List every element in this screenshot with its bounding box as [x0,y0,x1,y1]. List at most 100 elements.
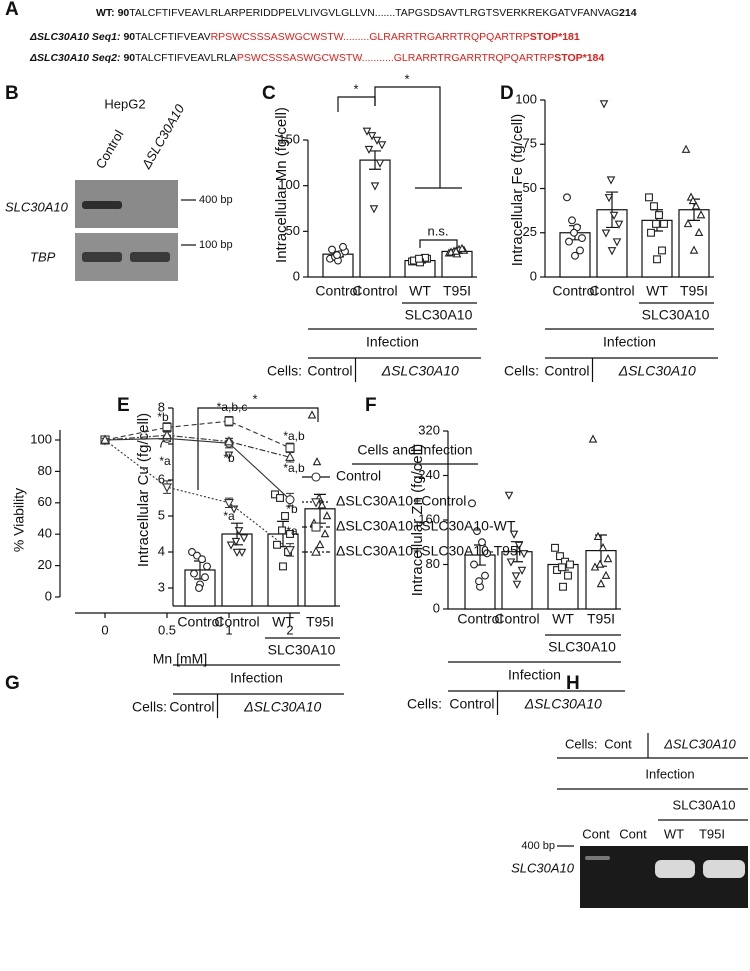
annotation: *a,b,c [217,400,248,414]
data-point [278,526,286,535]
legend-label: Control [336,468,381,484]
x-tick-label: T95I [306,614,334,630]
x-tick-label: 2 [286,622,293,637]
data-point [519,550,529,559]
cells-label: Cells: [407,696,442,712]
legend-title: Cells and Infection [357,442,472,458]
legend-label: ΔSLC30A10+SLC30A10-WT [336,518,516,534]
infection-label: Infection [366,334,419,350]
cells-group: ΔSLC30A10 [524,696,602,712]
data-point [162,483,172,493]
annotation: *a [223,509,235,523]
data-point [599,100,609,109]
seq-stop: STOP*184 [554,52,604,64]
y-tick-label: 3 [158,579,165,594]
data-point [224,435,234,446]
lane-label: WT [664,826,684,841]
panel-letter: D [500,83,514,104]
cells-group: Control [544,363,589,379]
data-point [333,251,341,260]
data-point [694,227,704,237]
x-tick-label: Control [494,611,539,627]
data-point [551,543,559,552]
data-point [339,242,347,251]
x-tick-label: Control [552,283,597,299]
lane-label: Cont [619,826,647,841]
x-tick-label: WT [646,283,668,299]
significance-label: n.s. [428,223,449,238]
data-point [570,228,578,237]
bar [221,533,253,607]
series-line [104,434,291,458]
y-tick-label: 0 [45,588,52,603]
data-point [285,546,295,556]
data-point [203,562,211,571]
data-point [696,210,706,219]
data-point [312,457,322,466]
data-point [276,494,284,502]
gel-band [585,856,610,860]
data-point [609,211,619,220]
x-tick-label: T95I [443,283,471,299]
cells-group: Control [307,363,352,379]
panel-letter: G [5,673,20,694]
construct-label: SLC30A10 [268,642,336,658]
x-tick-label: 0 [101,622,108,637]
data-point [606,176,616,185]
row-label: SLC30A10 [511,860,575,875]
y-tick-label: 7 [158,435,165,450]
data-point [315,539,325,549]
x-tick-label: WT [409,283,431,299]
bar [359,159,391,278]
data-point [375,159,385,168]
data-point [224,416,234,426]
y-axis-label: Intracellular Cu (fg/cell) [135,413,152,567]
data-point [601,570,611,579]
data-point [162,429,172,440]
panel-letter: H [566,673,580,694]
x-tick-label: Control [589,283,634,299]
y-tick-label: 0 [293,268,300,283]
gel-band [82,201,122,209]
x-axis-label: Mn [mM] [153,651,207,667]
cells-group: ΔSLC30A10 [618,363,696,379]
data-point [607,247,617,256]
data-point [691,201,701,210]
data-point [201,573,209,582]
y-tick-label: 320 [418,422,440,437]
data-point [483,549,491,558]
marker-label: 400 bp [199,194,233,206]
data-point [364,145,374,155]
seq-mutant: RPSWCSSSASWGCWSTW.........GLRARRTRGARRTR… [211,31,530,43]
seq-text: TALCFTIFVEAV [135,31,210,43]
data-point [281,512,289,520]
y-tick-label: 75 [523,136,537,151]
data-point [415,254,423,263]
cells-group: Cont [604,736,632,751]
data-point [362,127,372,136]
data-point [652,219,660,228]
x-tick-label: T95I [587,611,615,627]
data-point [571,251,579,260]
y-axis-label: % Viability [11,488,27,552]
y-tick-label: 40 [38,526,52,541]
data-point [653,255,661,264]
data-point [558,563,566,572]
data-point [468,499,476,508]
data-point [239,534,249,543]
data-point [511,572,521,581]
data-point [372,136,382,145]
cells-group: Control [169,699,214,715]
significance-bracket [374,86,462,189]
lane-label: Control [93,127,127,171]
sequence-line: ΔSLC30A10 Seq1: 90TALCFTIFVEAVRPSWCSSSAS… [29,31,580,43]
series-line [104,437,291,501]
significance-bracket [337,96,376,112]
data-point [328,245,336,254]
data-point [595,559,605,568]
data-point [286,530,294,538]
y-tick-label: 160 [418,511,440,526]
data-point [506,558,516,567]
y-tick-label: 8 [158,399,165,414]
